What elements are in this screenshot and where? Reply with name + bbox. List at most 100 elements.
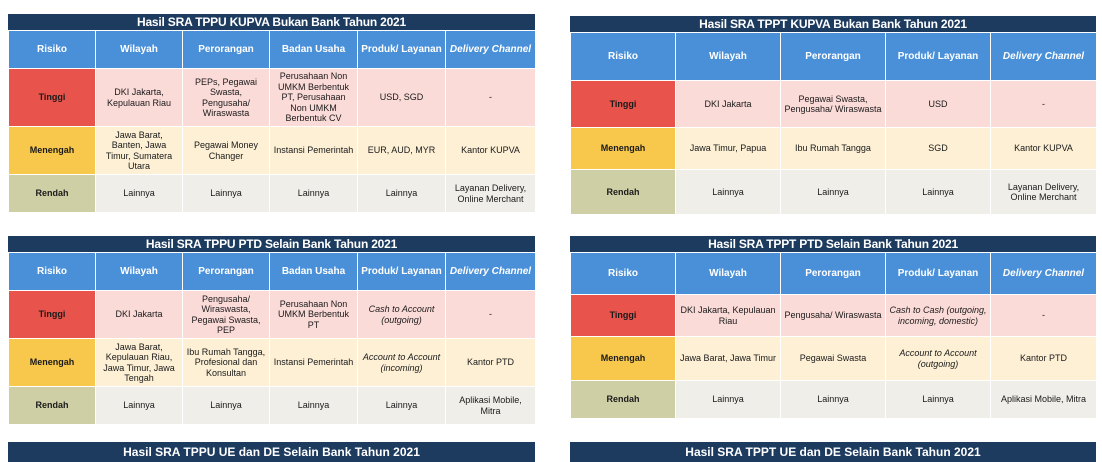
table-row: Tinggi DKI Jakarta, Kepulauan Riau PEPs,… xyxy=(8,68,536,127)
risk-table: Risiko Wilayah Perorangan Produk/ Layana… xyxy=(570,32,1097,215)
cell-produk: SGD xyxy=(885,127,991,170)
cell-delivery: Kantor KUPVA xyxy=(445,126,536,175)
table-row: Tinggi DKI Jakarta, Kepulauan Riau Pengu… xyxy=(570,294,1097,337)
cell-perorangan: Pegawai Swasta, Pengusaha/ Wiraswasta xyxy=(780,80,886,128)
header-wilayah: Wilayah xyxy=(675,252,781,295)
panel-title-tppu-ue-de: Hasil SRA TPPU UE dan DE Selain Bank Tah… xyxy=(8,442,535,462)
panel-title: Hasil SRA TPPT PTD Selain Bank Tahun 202… xyxy=(570,236,1096,252)
cell-perorangan: Ibu Rumah Tangga xyxy=(780,127,886,170)
risk-table: Risiko Wilayah Perorangan Badan Usaha Pr… xyxy=(8,30,536,213)
panel-tppu-ptd: Hasil SRA TPPU PTD Selain Bank Tahun 202… xyxy=(8,236,536,425)
risk-level-label: Tinggi xyxy=(570,80,676,128)
risk-level-label: Tinggi xyxy=(8,290,96,339)
cell-delivery: - xyxy=(990,294,1097,337)
cell-produk: Lainnya xyxy=(357,386,446,425)
cell-delivery: - xyxy=(445,68,536,127)
header-produk-layanan: Produk/ Layanan xyxy=(885,252,991,295)
header-produk-layanan: Produk/ Layanan xyxy=(885,32,991,81)
cell-produk: Lainnya xyxy=(357,174,446,213)
cell-perorangan: Pegawai Money Changer xyxy=(182,126,270,175)
cell-perorangan: Ibu Rumah Tangga, Profesional dan Konsul… xyxy=(182,338,270,387)
cell-delivery: - xyxy=(445,290,536,339)
cell-perorangan: Pengusaha/ Wiraswasta xyxy=(780,294,886,337)
cell-wilayah: DKI Jakarta xyxy=(675,80,781,128)
header-produk-layanan: Produk/ Layanan xyxy=(357,30,446,69)
table-row: Tinggi DKI Jakarta Pengusaha/ Wiraswasta… xyxy=(8,290,536,339)
cell-produk: Lainnya xyxy=(885,169,991,215)
risk-level-label: Rendah xyxy=(570,380,676,419)
cell-perorangan: Lainnya xyxy=(780,380,886,419)
header-wilayah: Wilayah xyxy=(95,30,183,69)
panel-title: Hasil SRA TPPU PTD Selain Bank Tahun 202… xyxy=(8,236,535,252)
header-produk-layanan: Produk/ Layanan xyxy=(357,252,446,291)
header-perorangan: Perorangan xyxy=(780,252,886,295)
panel-title: Hasil SRA TPPT KUPVA Bukan Bank Tahun 20… xyxy=(570,16,1096,32)
table-row: Rendah Lainnya Lainnya Lainnya Lainnya A… xyxy=(8,386,536,425)
cell-wilayah: Lainnya xyxy=(675,380,781,419)
risk-level-label: Menengah xyxy=(570,336,676,381)
cell-wilayah: Jawa Barat, Banten, Jawa Timur, Sumatera… xyxy=(95,126,183,175)
header-delivery-channel: Delivery Channel xyxy=(445,30,536,69)
cell-delivery: Kantor KUPVA xyxy=(990,127,1097,170)
cell-wilayah: DKI Jakarta, Kepulauan Riau xyxy=(675,294,781,337)
panel-tppt-ptd: Hasil SRA TPPT PTD Selain Bank Tahun 202… xyxy=(570,236,1097,419)
cell-delivery: Layanan Delivery, Online Merchant xyxy=(445,174,536,213)
cell-delivery: - xyxy=(990,80,1097,128)
cell-perorangan: Pengusaha/ Wiraswasta, Pegawai Swasta, P… xyxy=(182,290,270,339)
table-row: Rendah Lainnya Lainnya Lainnya Lainnya L… xyxy=(8,174,536,213)
risk-table: Risiko Wilayah Perorangan Badan Usaha Pr… xyxy=(8,252,536,425)
cell-badan-usaha: Lainnya xyxy=(269,386,358,425)
cell-perorangan: Pegawai Swasta xyxy=(780,336,886,381)
risk-level-label: Rendah xyxy=(570,169,676,215)
header-delivery-channel: Delivery Channel xyxy=(445,252,536,291)
cell-perorangan: Lainnya xyxy=(182,174,270,213)
cell-delivery: Kantor PTD xyxy=(445,338,536,387)
header-badan-usaha: Badan Usaha xyxy=(269,252,358,291)
header-risiko: Risiko xyxy=(570,32,676,81)
cell-badan-usaha: Instansi Pemerintah xyxy=(269,126,358,175)
cell-wilayah: DKI Jakarta xyxy=(95,290,183,339)
header-risiko: Risiko xyxy=(8,252,96,291)
cell-produk: Cash to Cash (outgoing, incoming, domest… xyxy=(885,294,991,337)
panel-tppu-kupva: Hasil SRA TPPU KUPVA Bukan Bank Tahun 20… xyxy=(8,14,536,213)
cell-delivery: Aplikasi Mobile, Mitra xyxy=(445,386,536,425)
cell-wilayah: Lainnya xyxy=(95,386,183,425)
cell-badan-usaha: Lainnya xyxy=(269,174,358,213)
header-delivery-channel: Delivery Channel xyxy=(990,252,1097,295)
cell-wilayah: Jawa Timur, Papua xyxy=(675,127,781,170)
cell-badan-usaha: Perusahaan Non UMKM Berbentuk PT xyxy=(269,290,358,339)
header-delivery-channel: Delivery Channel xyxy=(990,32,1097,81)
panel-tppt-kupva: Hasil SRA TPPT KUPVA Bukan Bank Tahun 20… xyxy=(570,16,1097,215)
header-risiko: Risiko xyxy=(570,252,676,295)
risk-level-label: Tinggi xyxy=(570,294,676,337)
table-row: Menengah Jawa Timur, Papua Ibu Rumah Tan… xyxy=(570,127,1097,170)
header-wilayah: Wilayah xyxy=(95,252,183,291)
table-row: Menengah Jawa Barat, Jawa Timur Pegawai … xyxy=(570,336,1097,381)
cell-delivery: Aplikasi Mobile, Mitra xyxy=(990,380,1097,419)
table-row: Menengah Jawa Barat, Banten, Jawa Timur,… xyxy=(8,126,536,175)
risk-level-label: Tinggi xyxy=(8,68,96,127)
cell-perorangan: Lainnya xyxy=(780,169,886,215)
table-row: Rendah Lainnya Lainnya Lainnya Layanan D… xyxy=(570,169,1097,215)
cell-delivery: Layanan Delivery, Online Merchant xyxy=(990,169,1097,215)
risk-level-label: Rendah xyxy=(8,386,96,425)
cell-produk: Account to Account (outgoing) xyxy=(885,336,991,381)
cell-wilayah: DKI Jakarta, Kepulauan Riau xyxy=(95,68,183,127)
header-badan-usaha: Badan Usaha xyxy=(269,30,358,69)
cell-wilayah: Jawa Barat, Jawa Timur xyxy=(675,336,781,381)
cell-produk: EUR, AUD, MYR xyxy=(357,126,446,175)
cell-produk: USD xyxy=(885,80,991,128)
panel-title-tppt-ue-de: Hasil SRA TPPT UE dan DE Selain Bank Tah… xyxy=(570,442,1096,462)
table-row: Menengah Jawa Barat, Kepulauan Riau, Jaw… xyxy=(8,338,536,387)
cell-produk: USD, SGD xyxy=(357,68,446,127)
risk-level-label: Rendah xyxy=(8,174,96,213)
risk-level-label: Menengah xyxy=(570,127,676,170)
cell-wilayah: Jawa Barat, Kepulauan Riau, Jawa Timur, … xyxy=(95,338,183,387)
header-wilayah: Wilayah xyxy=(675,32,781,81)
header-risiko: Risiko xyxy=(8,30,96,69)
cell-badan-usaha: Instansi Pemerintah xyxy=(269,338,358,387)
cell-wilayah: Lainnya xyxy=(95,174,183,213)
header-perorangan: Perorangan xyxy=(182,252,270,291)
cell-perorangan: Lainnya xyxy=(182,386,270,425)
risk-table: Risiko Wilayah Perorangan Produk/ Layana… xyxy=(570,252,1097,419)
